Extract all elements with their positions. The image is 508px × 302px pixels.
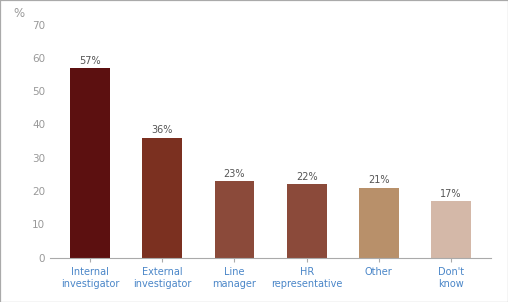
Bar: [359, 188, 399, 258]
Text: 21%: 21%: [368, 175, 390, 185]
Bar: [431, 201, 471, 258]
Text: 57%: 57%: [79, 56, 101, 66]
Bar: [70, 68, 110, 258]
Bar: [142, 138, 182, 258]
Text: 22%: 22%: [296, 172, 318, 182]
Bar: [287, 185, 327, 258]
Text: 23%: 23%: [224, 169, 245, 179]
Text: 17%: 17%: [440, 189, 462, 199]
Y-axis label: %: %: [14, 7, 25, 20]
Text: 36%: 36%: [151, 125, 173, 136]
Bar: [214, 181, 255, 258]
